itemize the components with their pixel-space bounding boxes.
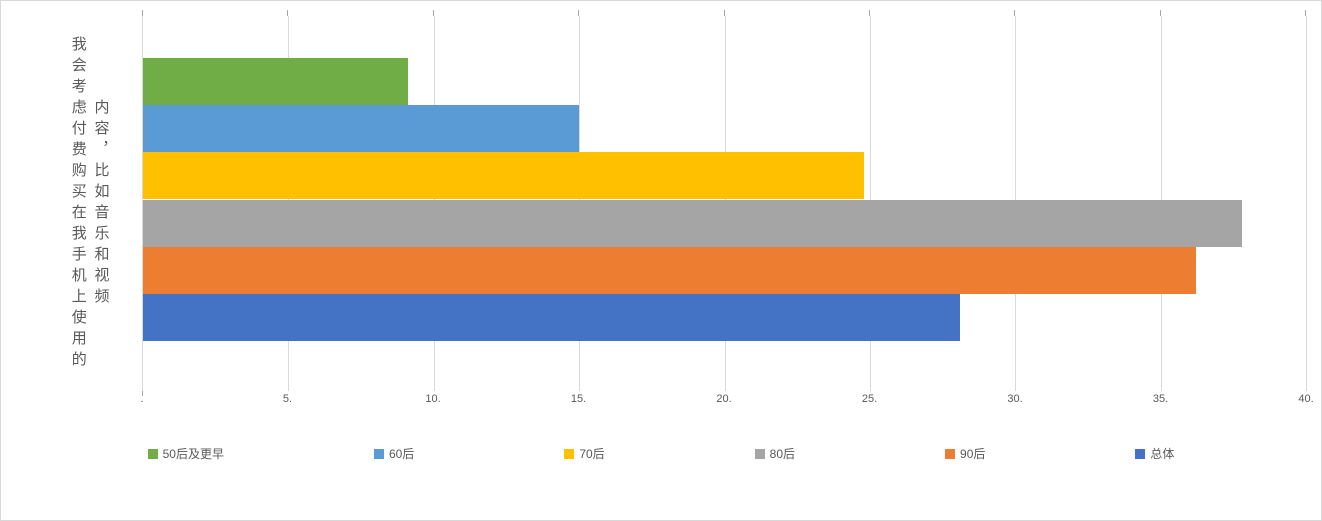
legend-item-80后[interactable]: 80后: [754, 445, 796, 462]
bar-总体[interactable]: [143, 294, 960, 341]
axis-tick-mark: [142, 10, 143, 16]
axis-tick-mark: [1014, 10, 1016, 16]
bar-70后[interactable]: [143, 152, 865, 199]
legend: 50后及更早 60后 70后 80后 90后 总体: [1, 445, 1321, 462]
legend-label: 50后及更早: [162, 447, 224, 461]
legend-label: 80后: [769, 447, 796, 461]
axis-tick-mark: [287, 10, 289, 16]
bar-80后[interactable]: [143, 200, 1243, 247]
x-tick-label: 30.: [1007, 393, 1023, 405]
bar-90后[interactable]: [143, 247, 1196, 294]
legend-label: 70后: [579, 447, 605, 461]
bar-60后[interactable]: [143, 105, 580, 152]
plot-area: [142, 10, 1307, 396]
legend-marker: [754, 448, 765, 459]
x-tick-label: 40.: [1298, 393, 1314, 405]
x-tick-label: .: [140, 393, 144, 405]
axis-tick-mark: [578, 10, 580, 16]
legend-item-70后[interactable]: 70后: [564, 445, 605, 462]
x-tick-label: 15.: [570, 393, 587, 405]
gridline: [1306, 16, 1307, 391]
x-tick-label: 35.: [1152, 393, 1169, 405]
value-axis: . 5. 10. 15. 20. 25. 30. 35. 40.: [140, 393, 1313, 409]
legend-marker: [373, 448, 384, 459]
legend-marker: [564, 448, 575, 459]
legend-label: 90后: [960, 447, 986, 461]
x-tick-label: 5.: [282, 393, 293, 405]
axis-tick-mark: [1305, 10, 1306, 16]
category-axis-title-line-1: 我会考虑付费购买在我手机上使用的: [69, 35, 87, 372]
legend-item-总体[interactable]: 总体: [1135, 445, 1174, 462]
axis-tick-mark: [1159, 10, 1161, 16]
x-tick-label: 25.: [861, 393, 878, 405]
category-axis-title: 我会考虑付费购买在我手机上使用的 内容，比如音乐和视频: [67, 16, 112, 391]
bar-50后及更早[interactable]: [143, 58, 408, 105]
legend-item-90后[interactable]: 90后: [945, 445, 985, 462]
axis-tick-mark: [142, 391, 143, 396]
legend-marker: [147, 448, 158, 459]
legend-item-50后及更早[interactable]: 50后及更早: [147, 445, 224, 462]
axis-tick-mark: [723, 10, 725, 16]
legend-item-60后[interactable]: 60后: [373, 445, 415, 462]
axis-tick-mark: [432, 10, 434, 16]
legend-marker: [945, 448, 956, 459]
category-axis-title-line-2: 内容，比如音乐和视频: [92, 98, 110, 309]
legend-label: 总体: [1150, 447, 1175, 461]
legend-marker: [1135, 448, 1146, 459]
x-tick-label: 20.: [716, 393, 732, 405]
axis-tick-mark: [868, 10, 870, 16]
legend-label: 60后: [388, 447, 415, 461]
x-tick-label: 10.: [425, 393, 441, 405]
